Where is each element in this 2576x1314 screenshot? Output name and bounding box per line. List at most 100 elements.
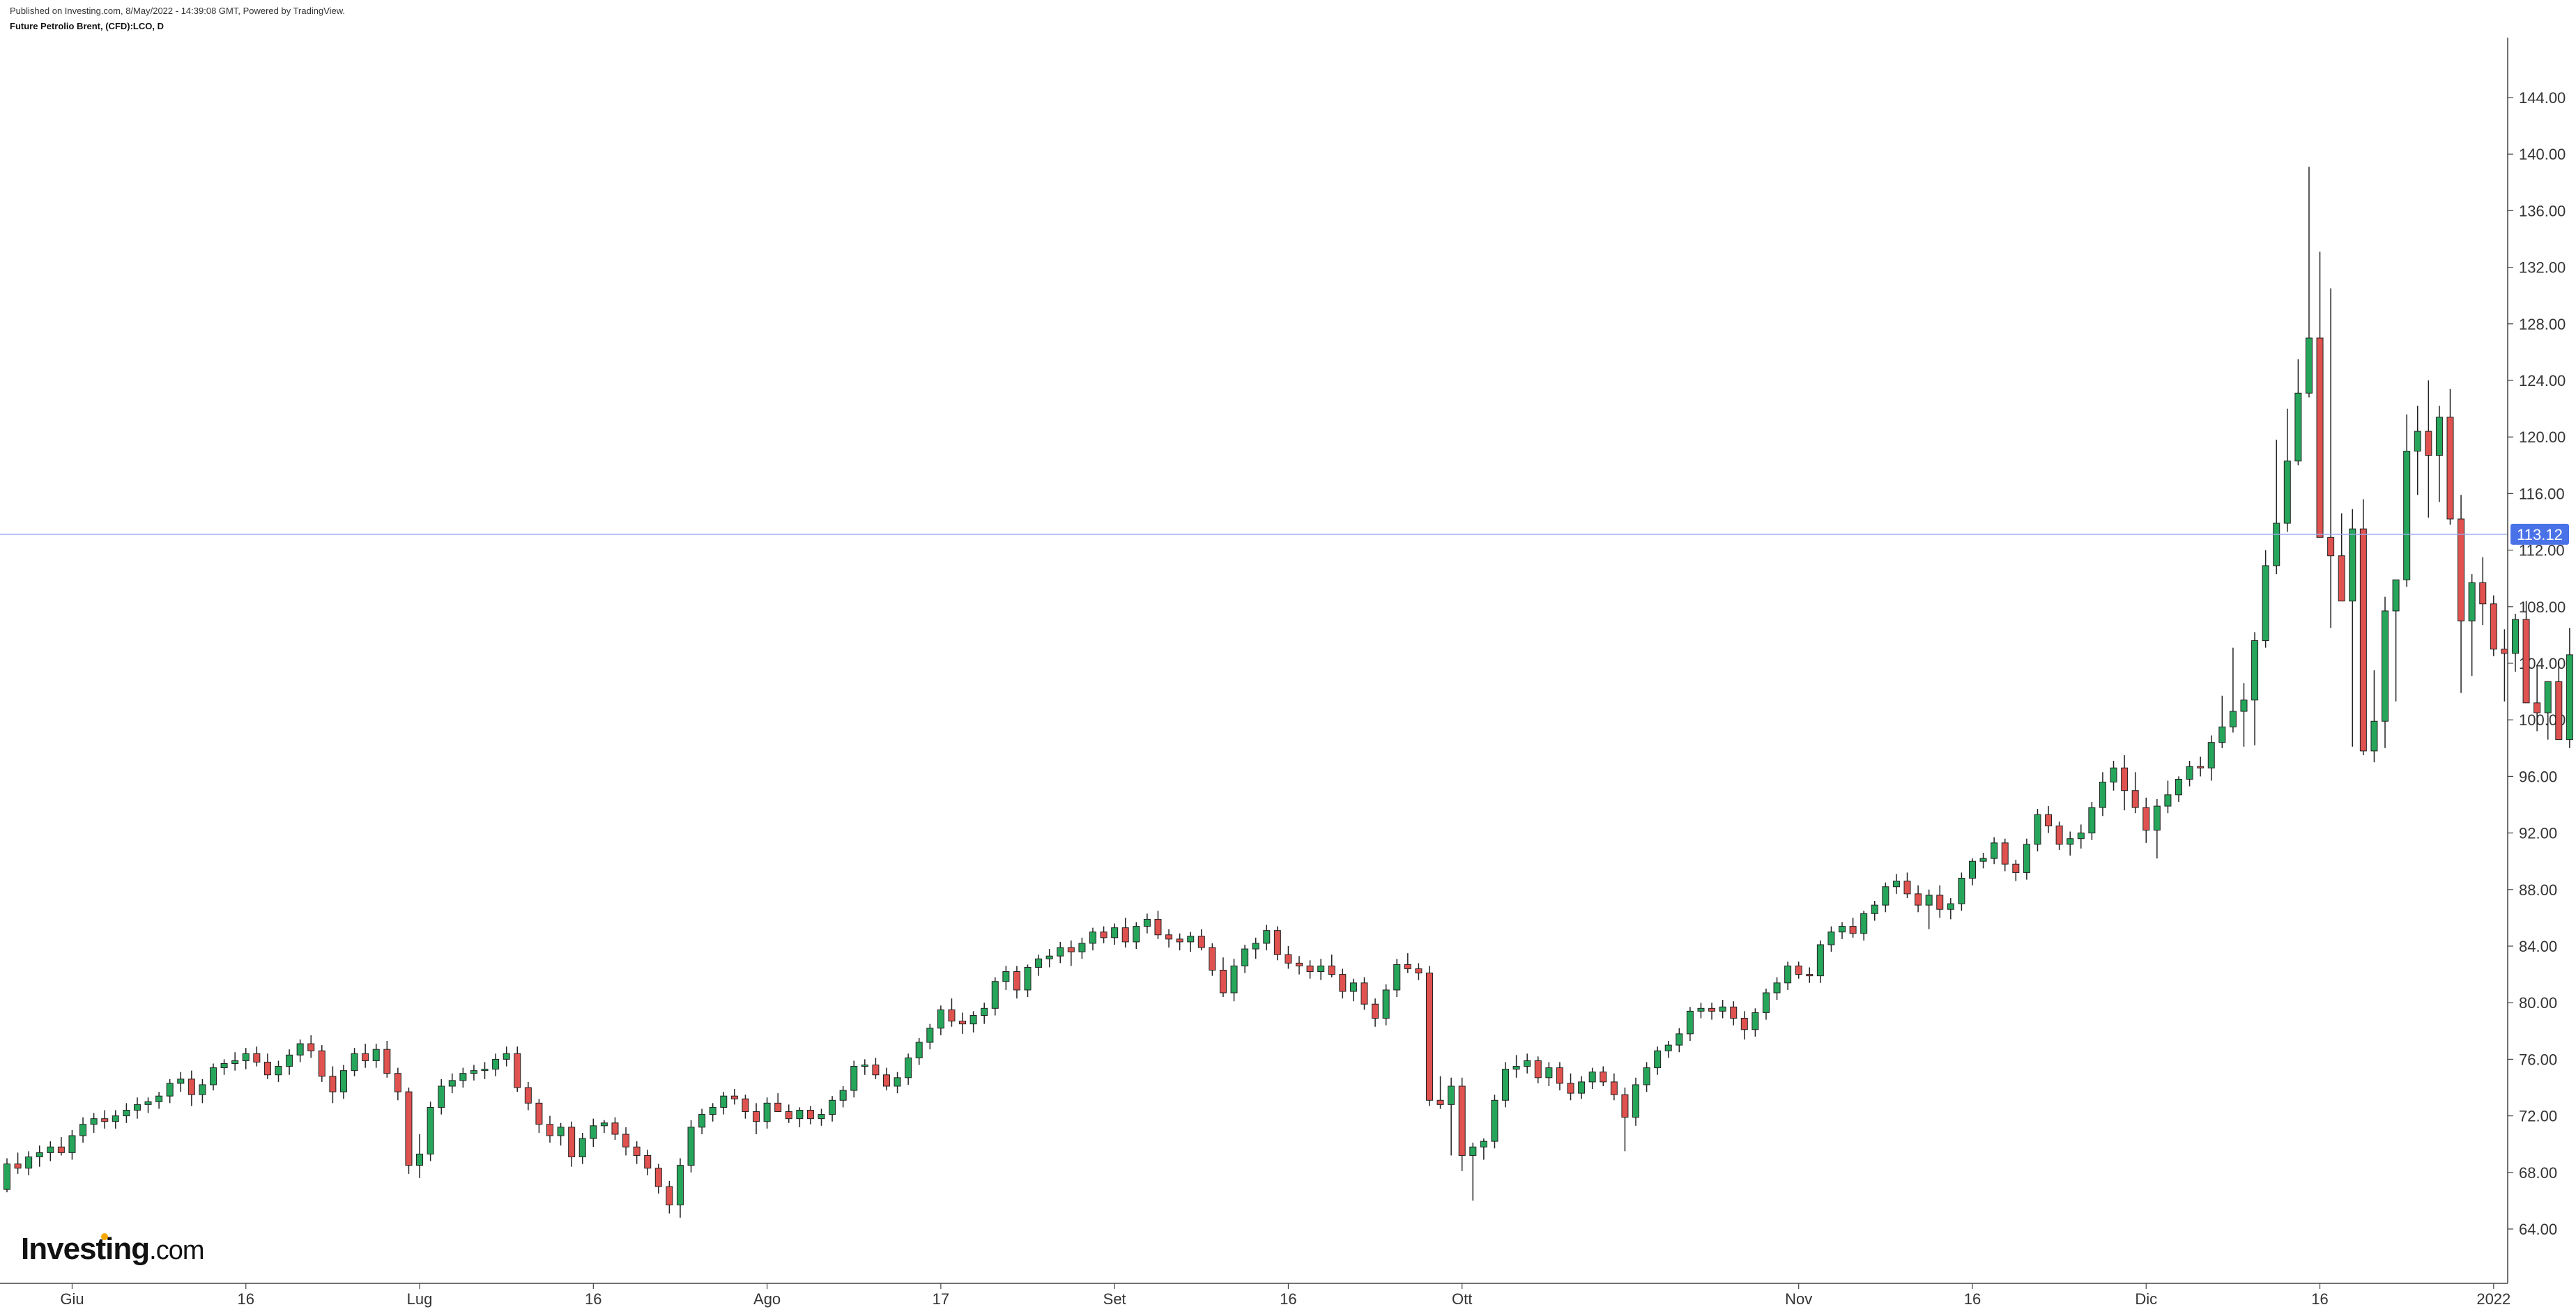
candle (1502, 1062, 1510, 1108)
candle-body (1425, 973, 1433, 1101)
candle (2522, 601, 2530, 704)
candle-body (1121, 927, 1129, 943)
candle (394, 1067, 401, 1101)
candle-body (1100, 932, 1107, 938)
candle-body (481, 1069, 489, 1072)
candle-body (1382, 989, 1390, 1019)
candle-body (753, 1111, 760, 1122)
candle (1089, 927, 1096, 951)
candle-body (2121, 767, 2129, 791)
candle-body (1697, 1007, 1705, 1012)
candle (850, 1060, 858, 1098)
candle (1328, 954, 1335, 977)
candle-body (68, 1135, 76, 1153)
candle-body (2164, 794, 2172, 807)
candle-body (492, 1058, 500, 1070)
candle (1610, 1073, 1618, 1101)
candle (969, 1011, 977, 1033)
candle (1903, 872, 1911, 898)
candle-body (1545, 1067, 1553, 1079)
candle (948, 998, 956, 1027)
candle (1045, 949, 1053, 968)
candle (1219, 957, 1227, 998)
candle-body (47, 1146, 54, 1153)
candle (1806, 967, 1814, 983)
candle-body (1078, 943, 1086, 952)
candle-body (1143, 918, 1151, 927)
candle-body (2099, 782, 2106, 808)
candle (2511, 613, 2519, 672)
candle-body (1045, 955, 1053, 959)
candle (2446, 389, 2454, 525)
candle (2273, 440, 2280, 575)
candle (1827, 926, 1835, 952)
candle-body (806, 1109, 814, 1120)
candle (1556, 1062, 1563, 1091)
y-tick-label: 120.00 (2519, 428, 2566, 446)
candle (2240, 683, 2248, 747)
candle (1839, 922, 1846, 939)
candle (166, 1079, 174, 1104)
candle (1024, 964, 1032, 998)
candle-body (969, 1014, 977, 1025)
x-tick-label: Nov (1785, 1290, 1812, 1308)
candle-body (676, 1165, 684, 1205)
candle-body (263, 1061, 271, 1076)
candle (1360, 977, 1368, 1010)
y-tick-label: 128.00 (2519, 316, 2566, 333)
candle (915, 1037, 923, 1065)
candle (774, 1093, 782, 1113)
candle-body (220, 1062, 228, 1069)
candle-body (275, 1066, 282, 1076)
candle-body (937, 1009, 944, 1029)
candle-body (1273, 930, 1281, 955)
candle-body (2544, 681, 2552, 713)
candle-body (2229, 711, 2237, 727)
candle-body (1187, 936, 1195, 943)
candle-body (1393, 964, 1401, 991)
candle-body (231, 1060, 239, 1064)
candle-body (894, 1077, 901, 1087)
x-tick-label: 16 (585, 1290, 601, 1308)
candle-body (763, 1102, 771, 1122)
candle (796, 1107, 804, 1127)
candle-body (2186, 766, 2193, 780)
candle-body (2207, 742, 2215, 768)
candle-body (839, 1090, 847, 1101)
candle (2055, 821, 2063, 850)
candle-body (1827, 932, 1835, 945)
candle-body (2001, 842, 2009, 865)
candle (383, 1041, 391, 1078)
candle-body (796, 1109, 804, 1120)
candle (481, 1062, 489, 1079)
candle-body (2067, 838, 2074, 845)
y-tick-label: 96.00 (2519, 768, 2557, 785)
candle-body (1915, 893, 1922, 906)
candle-body (709, 1106, 716, 1115)
candle (231, 1052, 239, 1071)
candle (2544, 681, 2552, 740)
candle-body (1165, 934, 1173, 940)
candle (687, 1120, 695, 1173)
candle (1317, 959, 1325, 980)
candle-body (1839, 926, 1846, 933)
candle (872, 1058, 880, 1079)
candle-body (1991, 842, 1998, 859)
candle (709, 1103, 716, 1122)
candle (1111, 923, 1119, 945)
candle-body (600, 1122, 608, 1127)
candle-body (590, 1125, 597, 1139)
candle (981, 1003, 988, 1024)
candle (2566, 628, 2573, 748)
x-tick-label: Ago (753, 1290, 781, 1308)
candle-body (687, 1127, 695, 1166)
candle (524, 1081, 532, 1111)
candle-body (2349, 528, 2356, 602)
candle-body (622, 1134, 630, 1147)
candle (133, 1097, 141, 1119)
candle (144, 1097, 152, 1113)
candle (1263, 925, 1271, 951)
y-tick-label: 116.00 (2519, 485, 2565, 502)
candle-body (654, 1168, 662, 1187)
